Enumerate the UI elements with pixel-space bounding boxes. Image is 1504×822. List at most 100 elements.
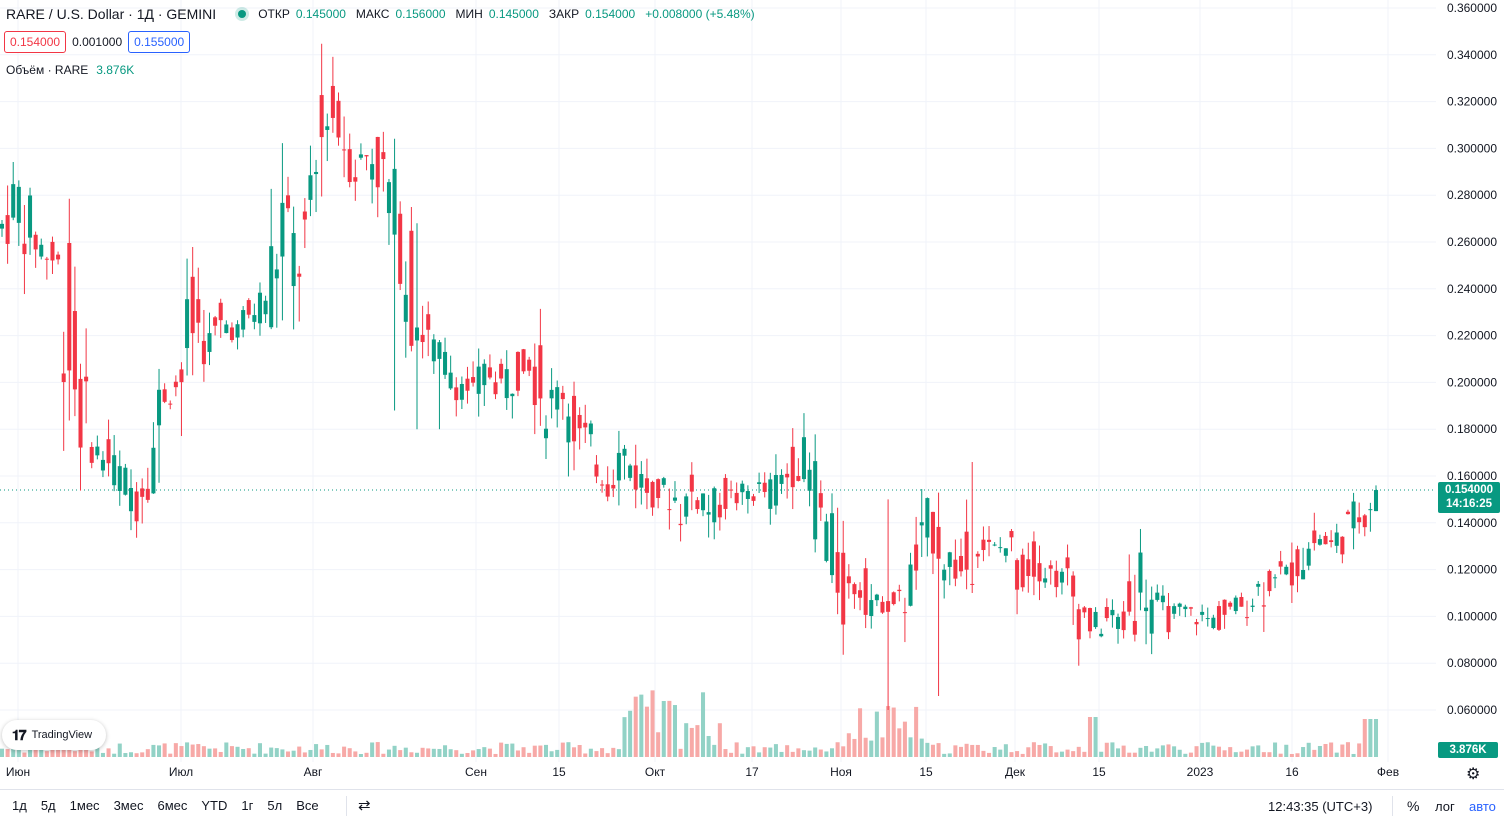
log-scale-toggle[interactable]: лог bbox=[1435, 799, 1455, 814]
volume-bar bbox=[678, 748, 683, 757]
volume-value: 3.876K bbox=[96, 63, 135, 77]
candle bbox=[1205, 607, 1210, 627]
candle bbox=[443, 337, 448, 379]
candle bbox=[1239, 592, 1244, 607]
tradingview-watermark[interactable]: 𝟏𝟕 TradingView bbox=[2, 720, 106, 750]
range-5y[interactable]: 5л bbox=[267, 798, 283, 813]
candle bbox=[50, 236, 55, 275]
volume-bar bbox=[880, 737, 885, 757]
tradingview-logo-icon: 𝟏𝟕 bbox=[12, 726, 27, 743]
range-1d[interactable]: 1д bbox=[12, 798, 27, 813]
volume-bar bbox=[650, 690, 655, 757]
range-all[interactable]: Все bbox=[296, 798, 319, 813]
volume-bar bbox=[269, 747, 274, 757]
candle bbox=[168, 400, 173, 410]
candle bbox=[134, 482, 139, 538]
candle bbox=[785, 463, 790, 499]
volume-bar bbox=[263, 753, 268, 757]
chart-header: RARE / U.S. Dollar · 1Д · GEMINI ОТКР 0.1… bbox=[6, 6, 759, 22]
volume-bar bbox=[252, 753, 257, 757]
volume-bar bbox=[414, 752, 420, 757]
candlestick-chart[interactable]: 0.060000 0.080000 0.100000 0.120000 0.140000… bbox=[0, 0, 1504, 789]
candle bbox=[549, 368, 554, 419]
volume-bar bbox=[661, 701, 666, 757]
buy-button[interactable]: 0.155000 bbox=[128, 31, 191, 53]
candle bbox=[336, 92, 341, 146]
range-1y[interactable]: 1г bbox=[241, 798, 254, 813]
range-5d[interactable]: 5д bbox=[40, 798, 56, 813]
volume-bar bbox=[319, 749, 324, 757]
timezone-clock[interactable]: 12:43:35 (UTC+3) bbox=[1268, 799, 1373, 814]
candle bbox=[95, 435, 100, 460]
chart-grid bbox=[0, 0, 1436, 762]
candle bbox=[661, 476, 666, 488]
candle bbox=[768, 472, 773, 525]
volume-bar bbox=[611, 747, 616, 757]
go-to-date-icon[interactable]: ⇄ bbox=[358, 797, 371, 814]
volume-bar bbox=[398, 750, 403, 757]
candle bbox=[72, 266, 77, 417]
candle bbox=[1031, 531, 1036, 596]
volume-bar bbox=[1228, 747, 1233, 757]
volume-bar bbox=[622, 717, 627, 757]
candle bbox=[487, 354, 492, 380]
candle bbox=[779, 469, 784, 494]
candle bbox=[678, 503, 683, 542]
candle bbox=[874, 593, 879, 607]
change-value: +0.008000 (+5.48%) bbox=[645, 7, 755, 21]
candle bbox=[1295, 545, 1300, 593]
volume-bar bbox=[515, 750, 520, 757]
volume-bar bbox=[801, 750, 806, 757]
price-axis[interactable]: 0.060000 0.080000 0.100000 0.120000 0.140000… bbox=[1447, 1, 1497, 717]
candle bbox=[1301, 547, 1306, 580]
candle bbox=[106, 419, 111, 477]
candle bbox=[1166, 592, 1171, 640]
range-1m[interactable]: 1мес bbox=[69, 798, 100, 813]
symbol-title[interactable]: RARE / U.S. Dollar · 1Д · GEMINI bbox=[6, 6, 217, 22]
gear-icon[interactable]: ⚙ bbox=[1466, 766, 1481, 783]
candle bbox=[1334, 523, 1339, 553]
volume-bar bbox=[1345, 742, 1350, 757]
candle bbox=[386, 178, 391, 245]
volume-bar bbox=[1138, 747, 1143, 757]
candle bbox=[84, 328, 89, 424]
volume-bar bbox=[577, 744, 582, 757]
volume-bar bbox=[151, 744, 156, 757]
percent-scale-toggle[interactable]: % bbox=[1407, 798, 1420, 814]
volume-bar bbox=[751, 746, 756, 757]
candle bbox=[190, 246, 195, 376]
candle bbox=[639, 461, 644, 505]
candle bbox=[381, 131, 386, 192]
volume-legend[interactable]: Объём · RARE 3.876K bbox=[6, 63, 134, 77]
market-status-icon bbox=[238, 10, 247, 18]
range-3m[interactable]: 3мес bbox=[113, 798, 144, 813]
trade-buttons: 0.154000 0.001000 0.155000 bbox=[4, 31, 191, 53]
range-6m[interactable]: 6мес bbox=[157, 798, 188, 813]
candle bbox=[285, 176, 291, 213]
sell-button[interactable]: 0.154000 bbox=[4, 31, 67, 53]
candle bbox=[280, 143, 285, 321]
candle bbox=[128, 469, 134, 531]
volume-bar bbox=[1026, 747, 1031, 757]
auto-scale-toggle[interactable]: авто bbox=[1469, 799, 1496, 814]
volume-bar bbox=[555, 749, 560, 757]
candle bbox=[140, 478, 145, 524]
range-ytd[interactable]: YTD bbox=[201, 798, 228, 813]
volume-bar bbox=[992, 747, 997, 757]
high-label: МАКС bbox=[355, 7, 390, 21]
candle bbox=[1076, 603, 1081, 666]
candle bbox=[695, 497, 700, 514]
candle bbox=[241, 306, 246, 338]
volume-bar bbox=[914, 706, 919, 757]
candle bbox=[308, 145, 313, 217]
candle bbox=[588, 420, 593, 447]
candle bbox=[499, 358, 504, 384]
volume-bar bbox=[1166, 744, 1171, 757]
volume-bar bbox=[717, 723, 722, 757]
candle bbox=[672, 481, 677, 504]
time-axis[interactable]: Июн Июл Авг Сен 15 Окт 17 Ноя 15 Дек 15 2023 16 Фев bbox=[6, 765, 1399, 779]
candle bbox=[987, 526, 992, 557]
volume-bar bbox=[1334, 752, 1339, 757]
volume-bar bbox=[33, 748, 38, 757]
candle bbox=[1188, 606, 1193, 616]
